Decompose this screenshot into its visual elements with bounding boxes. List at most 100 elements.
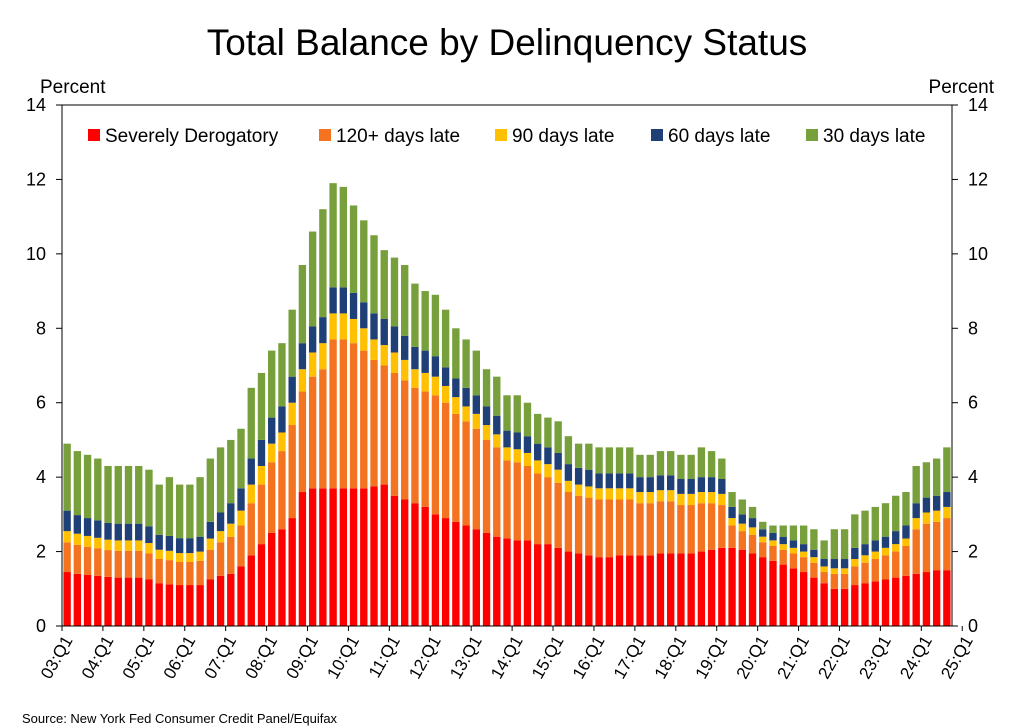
bar-60-days-late-42 — [493, 415, 501, 435]
bar-90-days-late-65 — [728, 518, 736, 526]
bar-60-days-late-15 — [216, 512, 225, 532]
bar-90-days-late-58 — [656, 490, 665, 502]
bar-90-days-late-66 — [738, 523, 746, 532]
bar-30-days-late-25 — [319, 209, 327, 318]
bar-severely-derogatory-52 — [595, 557, 603, 626]
bar-severely-derogatory-64 — [718, 547, 726, 626]
bar-120-days-late-72 — [799, 557, 808, 573]
bar-severely-derogatory-73 — [810, 577, 818, 626]
bar-60-days-late-44 — [513, 432, 521, 450]
bar-90-days-late-72 — [799, 551, 808, 558]
bar-120-days-late-84 — [922, 523, 931, 573]
bar-severely-derogatory-17 — [237, 566, 245, 626]
bar-30-days-late-81 — [892, 495, 900, 532]
bar-90-days-late-7 — [135, 540, 143, 551]
bar-120-days-late-58 — [656, 501, 665, 554]
bar-120-days-late-40 — [472, 428, 480, 530]
bar-severely-derogatory-59 — [667, 553, 675, 626]
bar-90-days-late-2 — [83, 535, 92, 547]
bar-90-days-late-18 — [247, 484, 255, 504]
bar-60-days-late-40 — [472, 395, 480, 414]
bar-30-days-late-63 — [707, 451, 716, 478]
bar-60-days-late-71 — [789, 540, 798, 548]
bar-90-days-late-21 — [278, 432, 286, 452]
y-tick-left-label: 14 — [26, 95, 46, 115]
bar-severely-derogatory-86 — [943, 570, 951, 626]
bar-120-days-late-86 — [943, 518, 951, 571]
y-tick-right-label: 0 — [968, 616, 978, 636]
bar-30-days-late-70 — [779, 525, 787, 537]
bar-30-days-late-38 — [452, 328, 460, 379]
bar-90-days-late-0 — [63, 531, 71, 543]
bar-30-days-late-85 — [932, 458, 941, 496]
bar-60-days-late-72 — [799, 544, 808, 552]
bar-120-days-late-23 — [298, 391, 307, 493]
bar-120-days-late-38 — [452, 413, 460, 522]
bar-30-days-late-43 — [503, 395, 511, 431]
bar-60-days-late-25 — [319, 317, 327, 344]
bar-severely-derogatory-12 — [186, 585, 194, 626]
bar-60-days-late-73 — [810, 549, 818, 558]
y-tick-right-label: 8 — [968, 318, 978, 338]
bar-90-days-late-85 — [932, 510, 941, 522]
bar-severely-derogatory-55 — [626, 555, 634, 626]
bar-30-days-late-60 — [677, 454, 685, 479]
bar-60-days-late-51 — [585, 469, 593, 487]
bar-120-days-late-39 — [462, 421, 470, 526]
bar-90-days-late-9 — [155, 549, 163, 560]
bar-60-days-late-23 — [298, 343, 307, 370]
bar-90-days-late-10 — [165, 550, 174, 561]
bar-severely-derogatory-56 — [636, 555, 644, 626]
bar-30-days-late-82 — [902, 492, 910, 526]
bar-30-days-late-30 — [370, 235, 378, 314]
bar-60-days-late-50 — [574, 467, 583, 485]
bar-30-days-late-52 — [595, 447, 603, 474]
bar-severely-derogatory-16 — [227, 573, 235, 626]
bar-severely-derogatory-58 — [656, 553, 665, 626]
bar-60-days-late-28 — [349, 292, 358, 319]
legend-swatch-1 — [319, 129, 331, 141]
bar-90-days-late-73 — [810, 557, 818, 563]
bar-120-days-late-22 — [288, 425, 296, 519]
bar-30-days-late-58 — [656, 451, 665, 476]
bar-120-days-late-25 — [319, 369, 327, 489]
bar-120-days-late-31 — [380, 365, 388, 485]
y-tick-left-label: 4 — [36, 467, 46, 487]
bar-30-days-late-46 — [534, 413, 542, 444]
bar-120-days-late-3 — [94, 548, 102, 576]
bar-120-days-late-78 — [861, 562, 869, 584]
bar-60-days-late-38 — [452, 378, 460, 398]
bar-120-days-late-59 — [667, 501, 675, 554]
bar-90-days-late-30 — [370, 339, 378, 360]
x-tick-label: 13:Q1 — [446, 633, 486, 683]
bar-severely-derogatory-22 — [288, 518, 296, 626]
bar-120-days-late-69 — [769, 545, 777, 561]
plot-frame — [61, 104, 953, 627]
bar-60-days-late-29 — [360, 302, 368, 329]
bar-60-days-late-32 — [390, 326, 399, 353]
bar-60-days-late-26 — [329, 287, 337, 314]
bar-60-days-late-19 — [257, 439, 266, 466]
bar-60-days-late-27 — [339, 287, 348, 314]
x-tick-label: 09:Q1 — [282, 633, 322, 683]
legend-label-2: 90 days late — [512, 126, 614, 147]
bar-90-days-late-43 — [503, 447, 511, 461]
bar-severely-derogatory-70 — [779, 564, 787, 626]
bar-severely-derogatory-75 — [830, 588, 839, 626]
bar-30-days-late-27 — [339, 186, 348, 288]
bar-120-days-late-0 — [63, 542, 71, 573]
bar-60-days-late-33 — [401, 335, 409, 360]
bar-90-days-late-60 — [677, 493, 685, 506]
bar-severely-derogatory-4 — [104, 576, 112, 626]
bar-60-days-late-49 — [564, 464, 573, 481]
bar-severely-derogatory-26 — [329, 488, 337, 626]
bar-120-days-late-17 — [237, 525, 245, 567]
bar-severely-derogatory-38 — [452, 521, 460, 626]
bar-60-days-late-13 — [196, 536, 204, 552]
bar-90-days-late-83 — [912, 518, 920, 530]
bar-120-days-late-76 — [840, 573, 849, 589]
y-axis-label-left: Percent — [40, 77, 106, 98]
bar-severely-derogatory-80 — [881, 579, 890, 626]
bar-30-days-late-71 — [789, 525, 798, 541]
bar-90-days-late-45 — [523, 452, 532, 466]
